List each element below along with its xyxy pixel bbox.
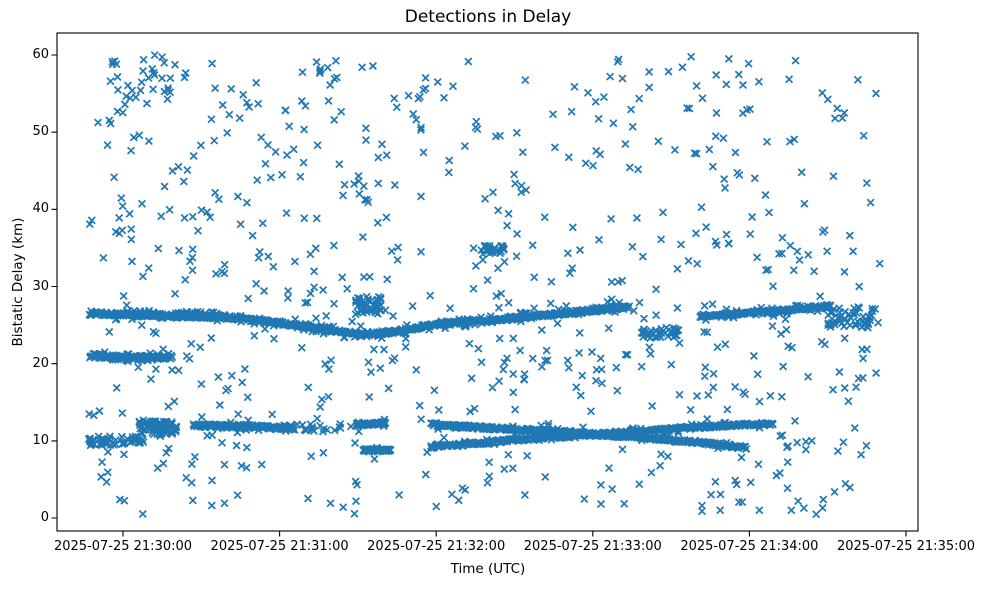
x-tick-label: 2025-07-25 21:32:00 bbox=[367, 539, 506, 554]
x-tick-label: 2025-07-25 21:33:00 bbox=[523, 539, 662, 554]
scatter-markers-noise bbox=[85, 52, 884, 519]
y-tick-label: 10 bbox=[32, 432, 49, 448]
scatter-markers-clusters bbox=[84, 51, 877, 450]
chart-title: Detections in Delay bbox=[404, 7, 572, 27]
y-tick-label: 30 bbox=[32, 278, 49, 294]
y-tick-label: 20 bbox=[32, 355, 49, 371]
y-tick-label: 50 bbox=[32, 124, 49, 140]
x-axis-label: Time (UTC) bbox=[450, 561, 526, 577]
x-tick-label: 2025-07-25 21:34:00 bbox=[680, 539, 819, 554]
scatter-markers-tracks bbox=[85, 298, 835, 456]
y-tick-label: 60 bbox=[32, 47, 49, 62]
x-tick-label: 2025-07-25 21:35:00 bbox=[836, 539, 976, 554]
y-tick-label: 40 bbox=[32, 201, 49, 217]
axes-spines bbox=[56, 32, 919, 532]
axis-tick-marks bbox=[51, 54, 907, 537]
x-tick-label: 2025-07-25 21:31:00 bbox=[210, 539, 349, 554]
y-tick-label: 0 bbox=[40, 510, 49, 525]
x-tick-label: 2025-07-25 21:30:00 bbox=[53, 539, 193, 554]
